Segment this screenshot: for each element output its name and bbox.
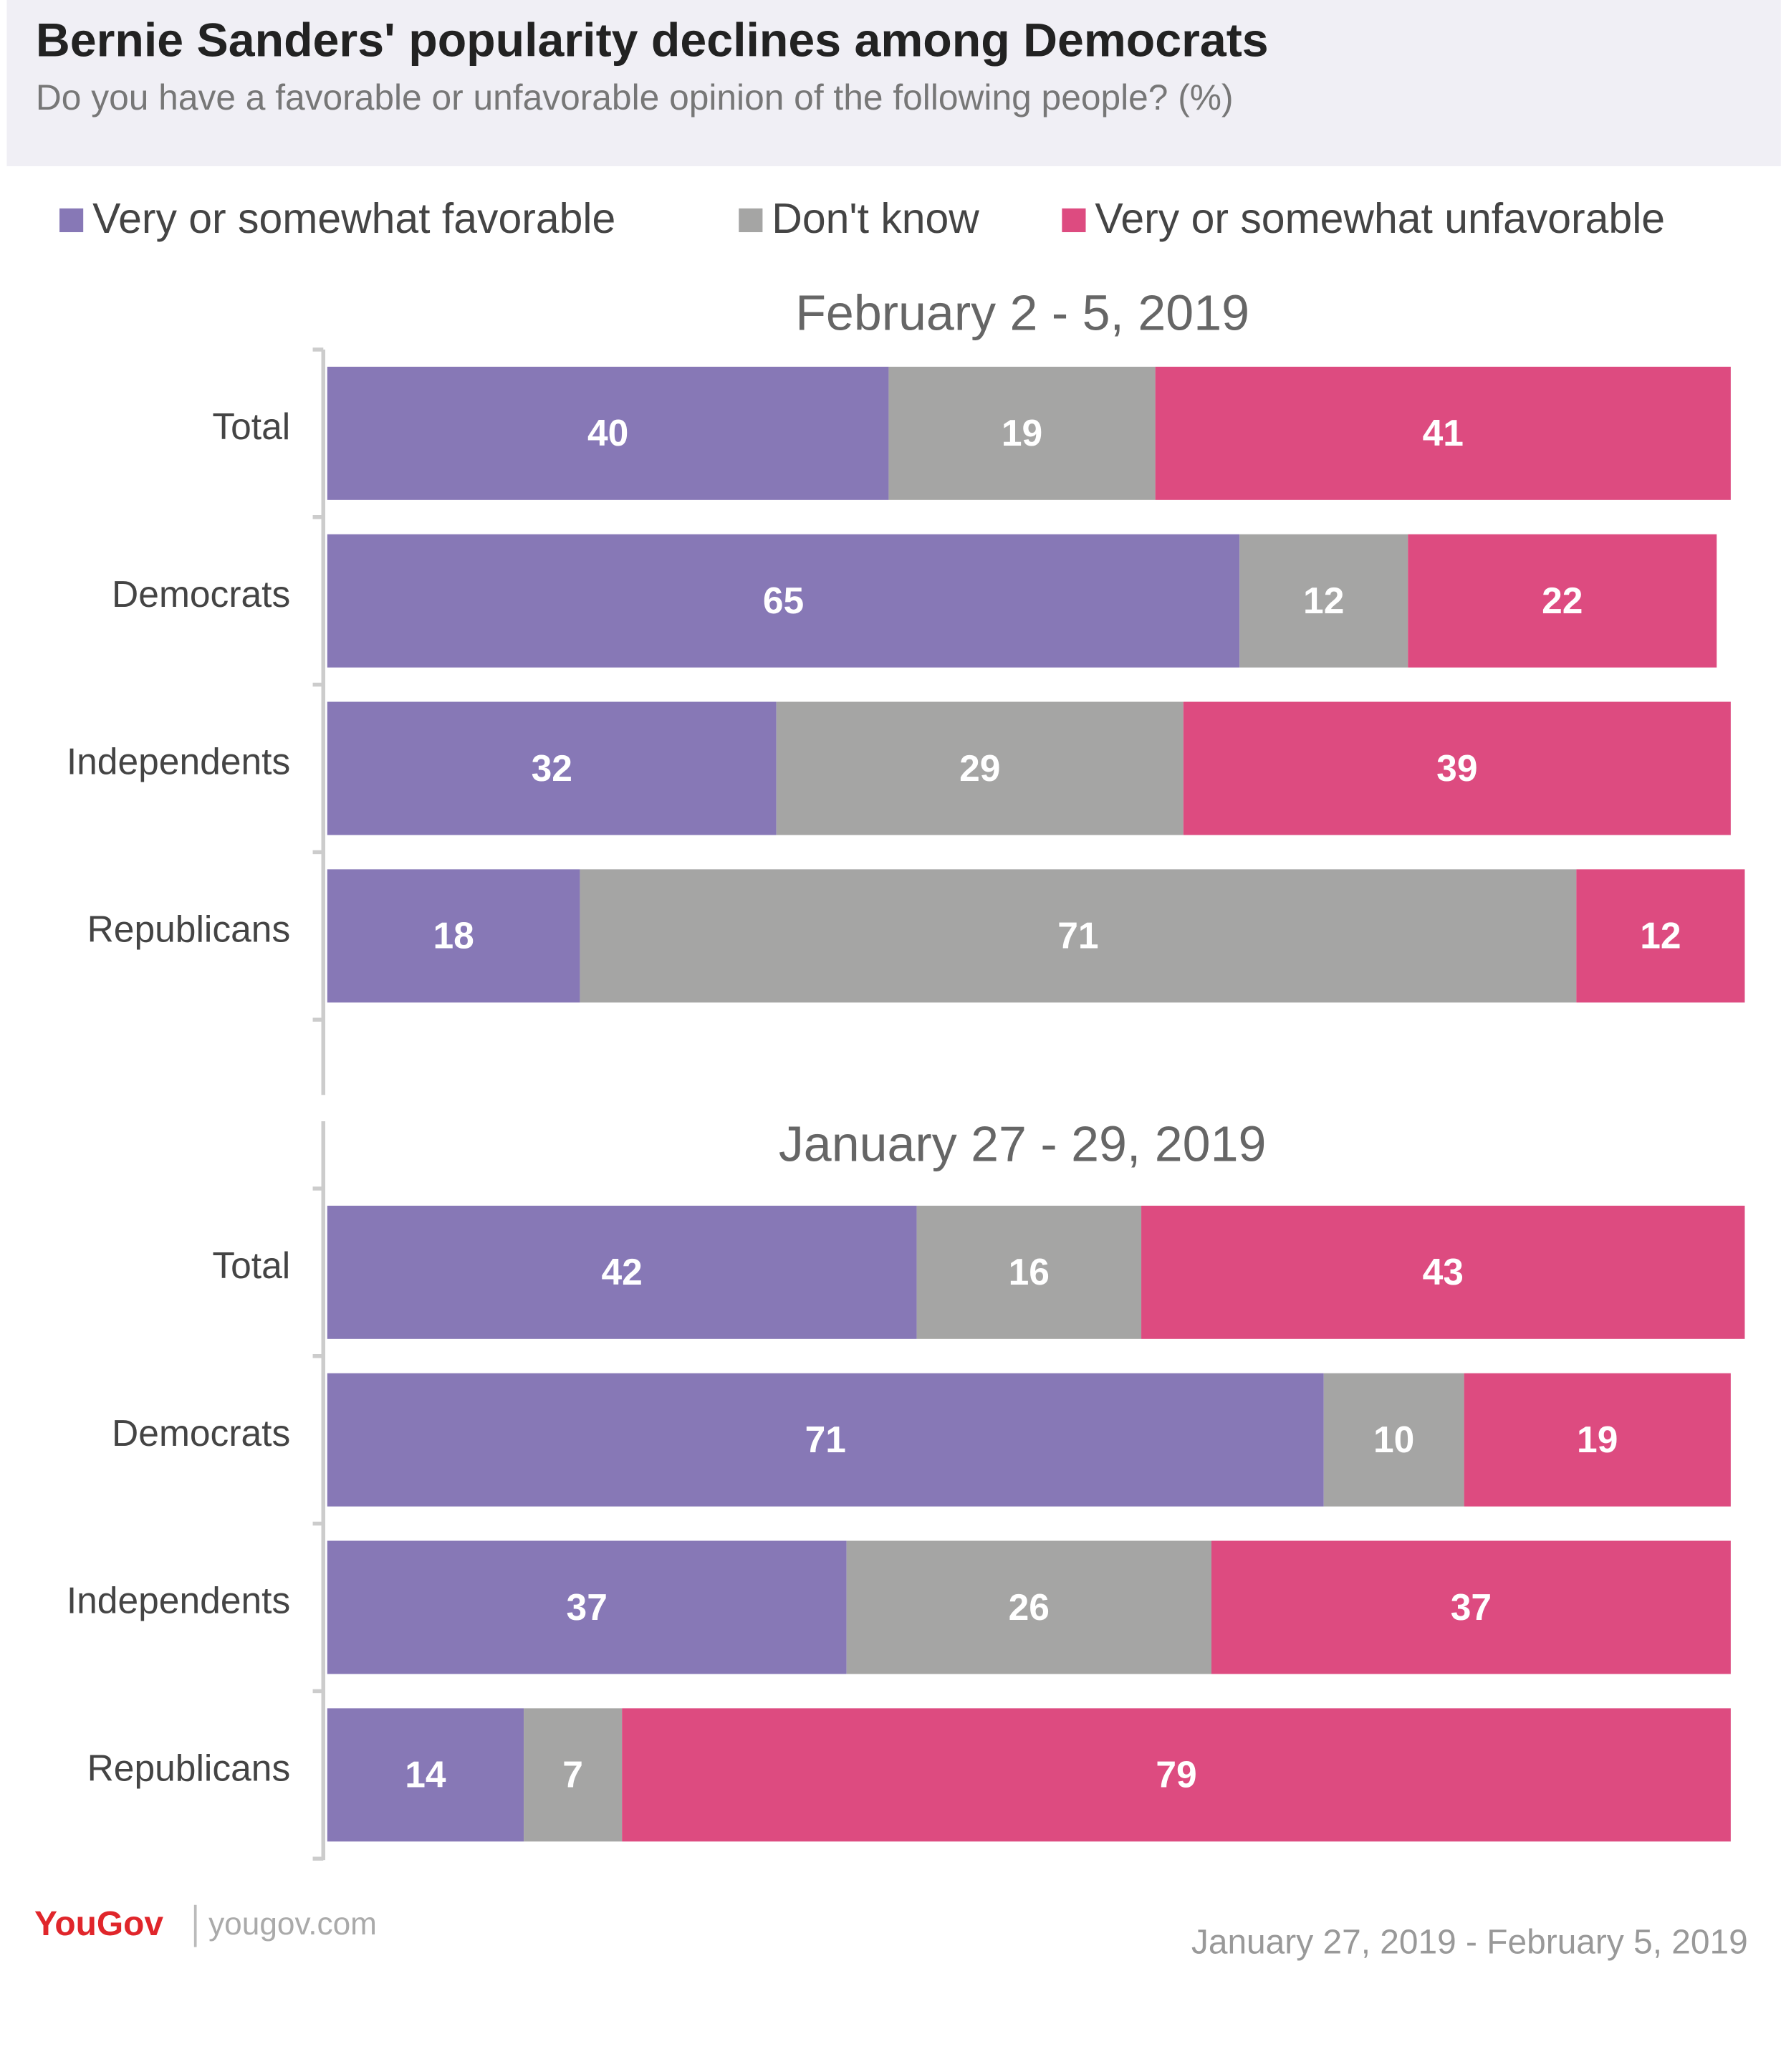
- value-label: 40: [587, 412, 628, 454]
- legend-swatch: [59, 208, 84, 233]
- value-label: 39: [1436, 747, 1477, 789]
- legend-swatch: [739, 208, 763, 233]
- panel-title: February 2 - 5, 2019: [795, 284, 1249, 340]
- url: yougov.com: [208, 1906, 377, 1942]
- bar-segment: [1239, 534, 1408, 668]
- bar-segment: [916, 1205, 1142, 1339]
- subtitle: Do you have a favorable or unfavorable o…: [36, 77, 1234, 117]
- value-label: 14: [405, 1754, 446, 1795]
- value-label: 19: [1577, 1419, 1618, 1460]
- category-label: Independents: [67, 741, 290, 782]
- bar-segment: [1141, 1205, 1745, 1339]
- category-label: Total: [212, 406, 290, 447]
- value-label: 26: [1009, 1586, 1050, 1628]
- value-label: 7: [562, 1754, 583, 1795]
- value-label: 12: [1303, 580, 1344, 621]
- value-label: 65: [763, 580, 804, 621]
- bar-segment: [327, 534, 1240, 668]
- value-label: 79: [1156, 1754, 1196, 1795]
- value-label: 10: [1373, 1419, 1414, 1460]
- bar-segment: [580, 869, 1577, 1003]
- value-label: 18: [433, 915, 474, 956]
- value-label: 43: [1423, 1251, 1464, 1292]
- legend-label: Very or somewhat unfavorable: [1095, 196, 1665, 242]
- value-label: 71: [1057, 915, 1098, 956]
- bar-segment: [524, 1708, 623, 1842]
- legend-label: Don't know: [772, 196, 979, 242]
- category-label: Democrats: [112, 1412, 290, 1454]
- category-label: Total: [212, 1244, 290, 1286]
- panel-title: January 27 - 29, 2019: [779, 1116, 1267, 1171]
- value-label: 41: [1423, 412, 1464, 454]
- bar-segment: [1576, 869, 1745, 1003]
- value-label: 32: [532, 747, 572, 789]
- bar-segment: [846, 1540, 1212, 1674]
- bar-segment: [888, 366, 1156, 500]
- value-label: 71: [805, 1419, 846, 1460]
- value-label: 19: [1002, 412, 1042, 454]
- category-label: Republicans: [87, 908, 291, 949]
- value-label: 22: [1542, 580, 1583, 621]
- brand: YouGov: [34, 1905, 163, 1943]
- bar-segment: [327, 1708, 524, 1842]
- bar-segment: [327, 366, 889, 500]
- bar-segment: [1323, 1373, 1464, 1507]
- value-label: 42: [602, 1251, 643, 1292]
- bar-segment: [1183, 701, 1731, 835]
- bar-segment: [327, 1540, 847, 1674]
- category-label: Independents: [67, 1580, 290, 1621]
- category-label: Democrats: [112, 573, 290, 615]
- bar-segment: [776, 701, 1184, 835]
- legend-label: Very or somewhat favorable: [92, 196, 615, 242]
- legend-swatch: [1062, 208, 1086, 233]
- bar-segment: [1464, 1373, 1731, 1507]
- value-label: 37: [567, 1586, 608, 1628]
- value-label: 16: [1009, 1251, 1050, 1292]
- value-label: 37: [1451, 1586, 1492, 1628]
- bar-segment: [327, 869, 580, 1003]
- bar-segment: [1211, 1540, 1731, 1674]
- bar-segment: [327, 1205, 917, 1339]
- title: Bernie Sanders' popularity declines amon…: [36, 14, 1269, 67]
- bar-segment: [327, 701, 777, 835]
- category-label: Republicans: [87, 1747, 291, 1788]
- bar-segment: [622, 1708, 1731, 1842]
- bar-segment: [1408, 534, 1717, 668]
- value-label: 29: [959, 747, 1000, 789]
- value-label: 12: [1640, 915, 1681, 956]
- bar-segment: [327, 1373, 1324, 1507]
- bar-segment: [1155, 366, 1731, 500]
- dates: January 27, 2019 - February 5, 2019: [1191, 1924, 1748, 1962]
- header-bg: [6, 0, 1781, 166]
